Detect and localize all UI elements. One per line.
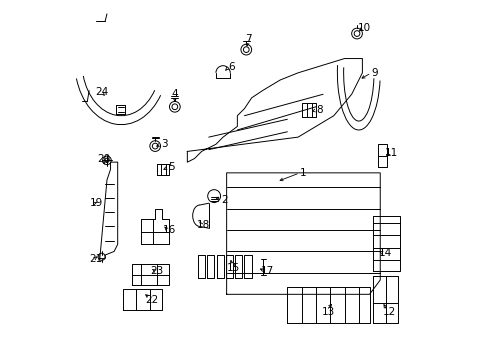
Text: 14: 14 [378, 248, 391, 258]
Text: 16: 16 [163, 225, 176, 235]
Text: 13: 13 [321, 307, 334, 317]
Text: 22: 22 [145, 295, 158, 305]
Text: 19: 19 [89, 198, 102, 208]
Text: 6: 6 [228, 63, 235, 72]
Text: 1: 1 [300, 168, 306, 178]
Text: 23: 23 [150, 266, 163, 276]
Text: 21: 21 [89, 253, 102, 264]
Text: 4: 4 [171, 89, 178, 99]
Text: 17: 17 [261, 266, 274, 276]
Text: 2: 2 [221, 195, 228, 204]
Text: 20: 20 [97, 154, 110, 163]
Text: 9: 9 [371, 68, 377, 78]
Text: 24: 24 [95, 87, 108, 98]
Text: 3: 3 [161, 139, 167, 149]
Text: 18: 18 [196, 220, 210, 230]
Text: 8: 8 [316, 105, 322, 115]
Text: 10: 10 [357, 23, 370, 33]
Text: 15: 15 [227, 262, 240, 273]
Text: 11: 11 [384, 148, 397, 158]
Text: 7: 7 [244, 34, 251, 44]
Text: 12: 12 [382, 307, 395, 317]
Text: 5: 5 [167, 162, 174, 172]
